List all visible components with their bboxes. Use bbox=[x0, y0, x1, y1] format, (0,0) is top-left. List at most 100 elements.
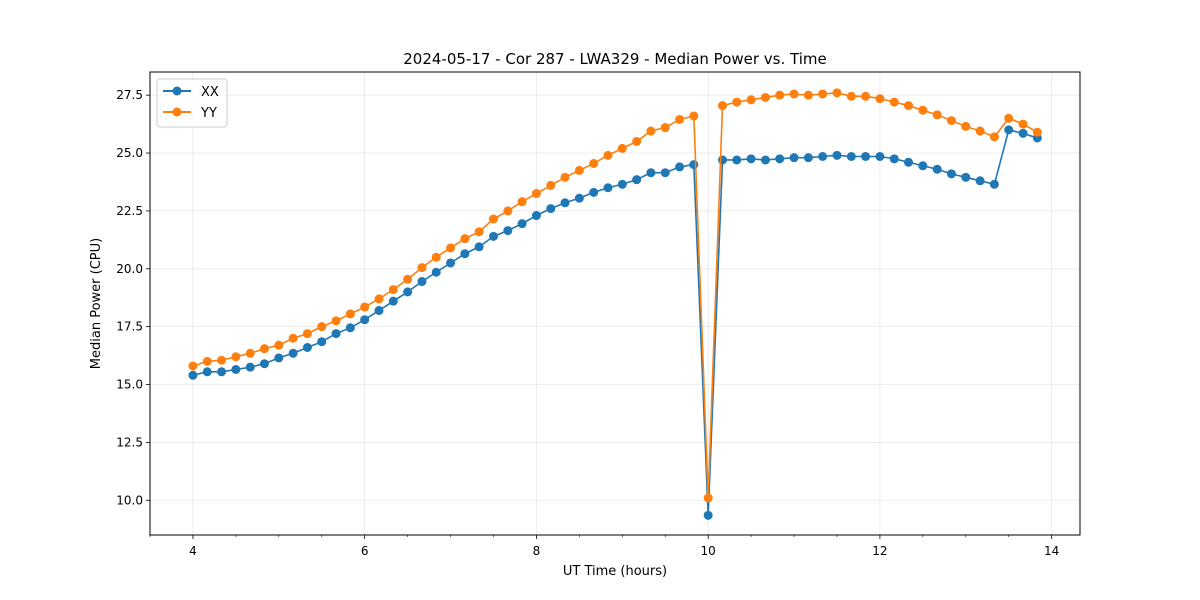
data-point-xx bbox=[460, 249, 470, 259]
x-tick-label: 8 bbox=[533, 544, 541, 558]
data-point-xx bbox=[904, 157, 914, 167]
data-point-yy bbox=[589, 158, 599, 168]
data-point-yy bbox=[918, 105, 928, 115]
data-point-xx bbox=[946, 169, 956, 179]
data-point-xx bbox=[503, 226, 513, 236]
data-point-xx bbox=[832, 150, 842, 160]
data-point-xx bbox=[546, 204, 556, 214]
data-point-yy bbox=[660, 123, 670, 133]
data-point-xx bbox=[689, 160, 699, 170]
data-point-xx bbox=[818, 151, 828, 161]
data-point-xx bbox=[975, 176, 985, 186]
data-point-yy bbox=[488, 214, 498, 224]
data-point-xx bbox=[760, 155, 770, 165]
y-axis-label: Median Power (CPU) bbox=[89, 238, 104, 369]
data-point-yy bbox=[217, 355, 227, 365]
legend-marker-yy bbox=[172, 107, 182, 117]
data-point-yy bbox=[861, 91, 871, 101]
y-tick-label: 17.5 bbox=[116, 320, 143, 334]
ticks: 4 6 8 10 12 14 10.0 12.5 15.0 17.5 20.0 22.5 25.0 27.… bbox=[116, 88, 1059, 558]
data-point-yy bbox=[188, 361, 198, 371]
data-point-yy bbox=[302, 329, 312, 339]
data-point-yy bbox=[746, 95, 756, 105]
x-tick-label: 10 bbox=[701, 544, 716, 558]
data-point-yy bbox=[331, 316, 341, 326]
data-point-yy bbox=[789, 89, 799, 99]
legend: XX YY bbox=[156, 78, 228, 128]
data-point-yy bbox=[560, 172, 570, 182]
data-point-yy bbox=[975, 126, 985, 136]
x-tick-label: 6 bbox=[361, 544, 369, 558]
data-point-xx bbox=[1018, 128, 1028, 138]
data-point-yy bbox=[732, 97, 742, 107]
data-point-xx bbox=[646, 168, 656, 178]
data-point-xx bbox=[918, 161, 928, 171]
data-point-xx bbox=[202, 367, 212, 377]
data-point-yy bbox=[603, 150, 613, 160]
x-tick-label: 4 bbox=[189, 544, 197, 558]
data-point-xx bbox=[617, 179, 627, 189]
data-point-yy bbox=[961, 121, 971, 131]
data-point-xx bbox=[531, 211, 541, 221]
data-point-yy bbox=[1032, 127, 1042, 137]
data-point-xx bbox=[574, 193, 584, 203]
data-point-yy bbox=[818, 89, 828, 99]
data-point-yy bbox=[632, 136, 642, 146]
data-point-yy bbox=[989, 132, 999, 142]
data-point-yy bbox=[646, 126, 656, 136]
data-point-xx bbox=[746, 154, 756, 164]
data-point-xx bbox=[803, 153, 813, 163]
data-point-xx bbox=[474, 242, 484, 252]
data-point-xx bbox=[861, 151, 871, 161]
data-point-yy bbox=[274, 340, 284, 350]
data-point-xx bbox=[288, 348, 298, 358]
data-point-xx bbox=[589, 187, 599, 197]
data-point-xx bbox=[488, 231, 498, 241]
data-point-yy bbox=[231, 352, 241, 362]
data-point-xx bbox=[632, 175, 642, 185]
data-point-xx bbox=[317, 337, 327, 347]
data-point-yy bbox=[760, 92, 770, 102]
data-point-xx bbox=[732, 155, 742, 165]
data-point-xx bbox=[1004, 125, 1014, 135]
data-point-yy bbox=[675, 114, 685, 124]
data-point-yy bbox=[531, 189, 541, 199]
data-point-yy bbox=[718, 101, 728, 111]
data-point-xx bbox=[217, 367, 227, 377]
data-point-xx bbox=[259, 359, 269, 369]
y-tick-label: 27.5 bbox=[116, 88, 143, 102]
data-point-yy bbox=[202, 356, 212, 366]
data-point-yy bbox=[374, 294, 384, 304]
legend-label-yy: YY bbox=[200, 106, 217, 121]
data-point-xx bbox=[245, 362, 255, 372]
data-point-xx bbox=[660, 168, 670, 178]
data-point-yy bbox=[617, 143, 627, 153]
data-point-xx bbox=[517, 219, 527, 229]
data-point-yy bbox=[803, 90, 813, 100]
data-point-yy bbox=[503, 206, 513, 216]
data-point-yy bbox=[932, 110, 942, 120]
data-point-xx bbox=[875, 151, 885, 161]
data-point-yy bbox=[317, 322, 327, 332]
data-point-xx bbox=[231, 364, 241, 374]
data-point-yy bbox=[388, 285, 398, 295]
data-point-yy bbox=[259, 344, 269, 354]
data-point-yy bbox=[775, 90, 785, 100]
data-point-xx bbox=[932, 164, 942, 174]
data-point-yy bbox=[460, 234, 470, 244]
y-tick-label: 22.5 bbox=[116, 204, 143, 218]
x-axis-label: UT Time (hours) bbox=[563, 564, 667, 579]
data-point-xx bbox=[274, 353, 284, 363]
legend-label-xx: XX bbox=[201, 85, 219, 100]
data-point-xx bbox=[345, 323, 355, 333]
data-point-xx bbox=[188, 370, 198, 380]
data-point-yy bbox=[703, 493, 713, 503]
data-point-yy bbox=[360, 302, 370, 312]
data-point-xx bbox=[603, 183, 613, 193]
data-point-yy bbox=[889, 97, 899, 107]
data-point-xx bbox=[789, 153, 799, 163]
data-point-yy bbox=[574, 165, 584, 175]
data-point-yy bbox=[345, 309, 355, 319]
data-point-yy bbox=[446, 243, 456, 253]
